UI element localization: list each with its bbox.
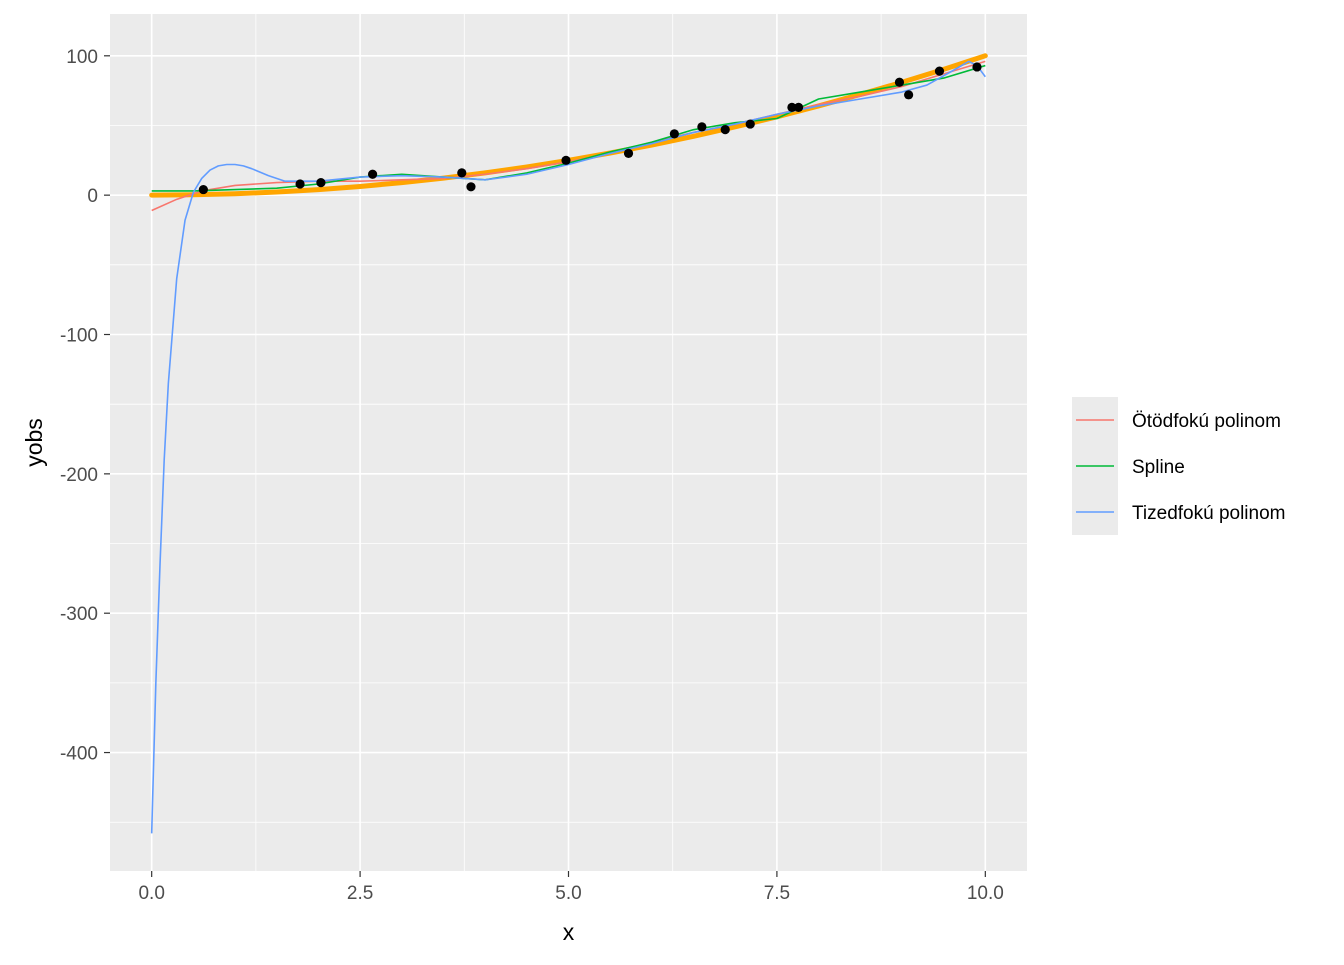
x-axis-title: x <box>563 919 575 945</box>
data-point <box>894 77 905 87</box>
x-tick-label: 7.5 <box>764 883 790 904</box>
x-tick-label: 2.5 <box>347 883 373 904</box>
y-tick-label: 0 <box>87 186 98 207</box>
data-point <box>972 62 982 72</box>
data-point <box>561 155 571 165</box>
x-tick-label: 10.0 <box>967 883 1004 904</box>
data-point <box>669 129 679 139</box>
data-point <box>457 168 467 178</box>
series-line-2 <box>150 60 986 834</box>
legend-label-1: Spline <box>1132 457 1185 478</box>
data-point <box>316 178 326 188</box>
y-tick-label: -300 <box>60 604 98 625</box>
y-tick-label: -400 <box>60 744 98 765</box>
x-tick-label: 0.0 <box>138 883 164 904</box>
data-point <box>697 122 707 132</box>
data-point <box>934 66 945 76</box>
x-tick-label: 5.0 <box>555 883 581 904</box>
data-point <box>720 125 730 135</box>
points-layer <box>198 62 982 195</box>
y-tick-label: -200 <box>60 465 98 486</box>
legend-label-0: Ötödfokú polinom <box>1132 411 1281 432</box>
y-tick-label: -100 <box>60 326 98 347</box>
legend: Ötödfokú polinom Spline Tizedfokú polinom <box>1072 397 1285 535</box>
data-point <box>745 119 755 129</box>
data-point <box>198 184 208 195</box>
major-gridlines <box>110 14 1027 871</box>
data-point <box>793 102 804 112</box>
y-tick-label: 100 <box>66 47 98 68</box>
data-point <box>904 90 914 100</box>
axes-layer: 0.0 2.5 5.0 7.5 10.0 100 0 -100 -200 -300 -400 <box>60 47 1004 904</box>
y-axis-title: yobs <box>21 418 47 467</box>
legend-label-2: Tizedfokú polinom <box>1132 503 1285 524</box>
data-point <box>623 148 634 158</box>
data-point <box>466 182 476 192</box>
data-point <box>367 169 378 179</box>
series-line-0 <box>151 60 986 212</box>
data-point <box>787 102 797 112</box>
data-point <box>295 179 305 189</box>
legend-items: Ötödfokú polinom Spline Tizedfokú polinom <box>1076 411 1285 524</box>
